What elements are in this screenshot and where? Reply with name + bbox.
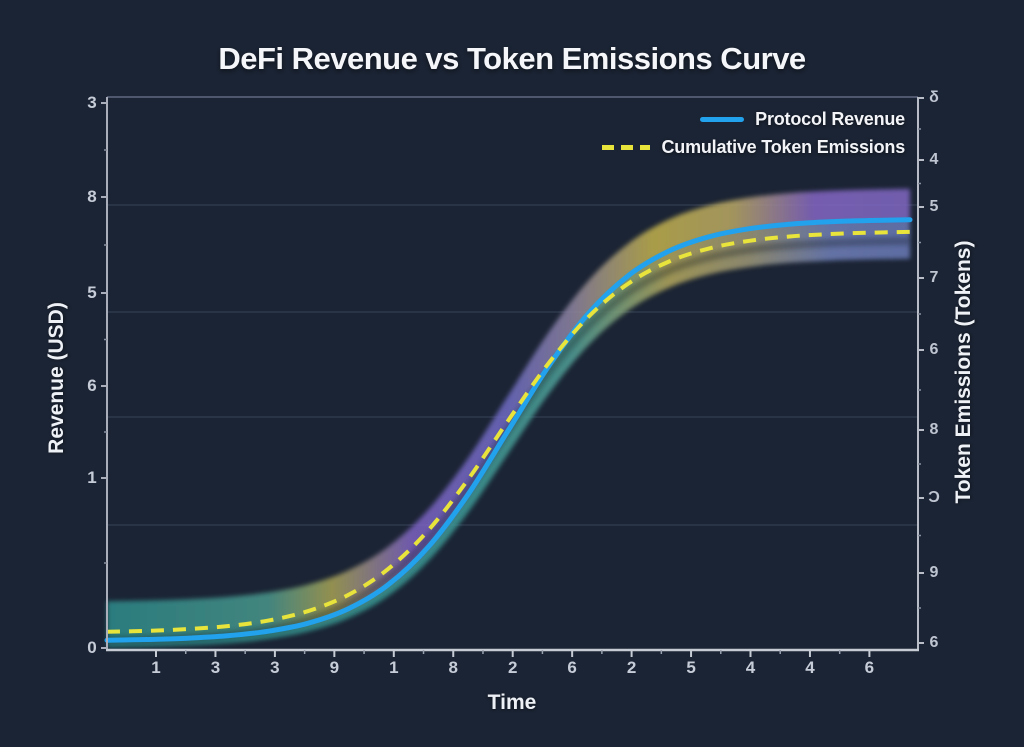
- legend: Protocol Revenue Cumulative Token Emissi…: [602, 109, 905, 158]
- right-tick-label: 7: [929, 269, 939, 286]
- x-tick-label: 6: [567, 658, 577, 677]
- right-tick-label: 8: [929, 421, 939, 438]
- protocol-revenue-line: [104, 217, 913, 643]
- legend-item-cumulative-token-emissions: Cumulative Token Emissions: [602, 137, 905, 158]
- x-tick-label: 5: [686, 658, 696, 677]
- legend-item-protocol-revenue: Protocol Revenue: [700, 109, 905, 130]
- x-tick-label: 2: [626, 658, 637, 677]
- left-tick-label: 3: [87, 93, 97, 112]
- legend-label-protocol-revenue: Protocol Revenue: [755, 109, 905, 129]
- x-tick-label: 1: [389, 658, 399, 677]
- right-tick-label: 6: [929, 341, 939, 358]
- x-tick-label: 8: [448, 658, 458, 677]
- left-tick-label: 0: [87, 638, 97, 657]
- right-tick-label: 9: [929, 564, 939, 581]
- dashed-line-swatch-icon: [602, 145, 651, 150]
- right-tick-label: 4: [929, 151, 939, 168]
- left-tick-label: 5: [87, 283, 97, 302]
- cumulative-token-emissions-line: [106, 229, 911, 634]
- x-tick-label: 4: [745, 658, 756, 677]
- right-tick-label: 5: [929, 198, 939, 215]
- x-tick-label: 4: [805, 658, 815, 677]
- left-tick-label: 8: [87, 187, 97, 206]
- x-tick-label: 3: [270, 658, 280, 677]
- x-tick-label: 6: [864, 658, 875, 677]
- x-axis-label: Time: [487, 691, 537, 714]
- left-tick-label: 1: [87, 468, 97, 487]
- y-axis-label-right: Token Emissions (Tokens): [952, 240, 975, 504]
- axes-spines: [106, 96, 919, 652]
- x-tick-label: 2: [507, 658, 518, 677]
- x-tick-label: 3: [210, 658, 221, 677]
- y-axis-label-left: Revenue (USD): [45, 302, 68, 454]
- tick-marks: [101, 97, 924, 657]
- x-tick-label: 9: [329, 658, 340, 677]
- right-tick-label: Ɔ: [928, 489, 940, 506]
- right-tick-label: δ: [929, 89, 939, 106]
- left-tick-label: 6: [87, 376, 97, 395]
- chart-title: DeFi Revenue vs Token Emissions Curve: [218, 41, 806, 76]
- right-tick-label: 6: [929, 634, 939, 651]
- legend-label-cumulative-token-emissions: Cumulative Token Emissions: [661, 137, 905, 157]
- x-tick-label: 1: [151, 658, 161, 677]
- solid-line-swatch-icon: [700, 117, 745, 122]
